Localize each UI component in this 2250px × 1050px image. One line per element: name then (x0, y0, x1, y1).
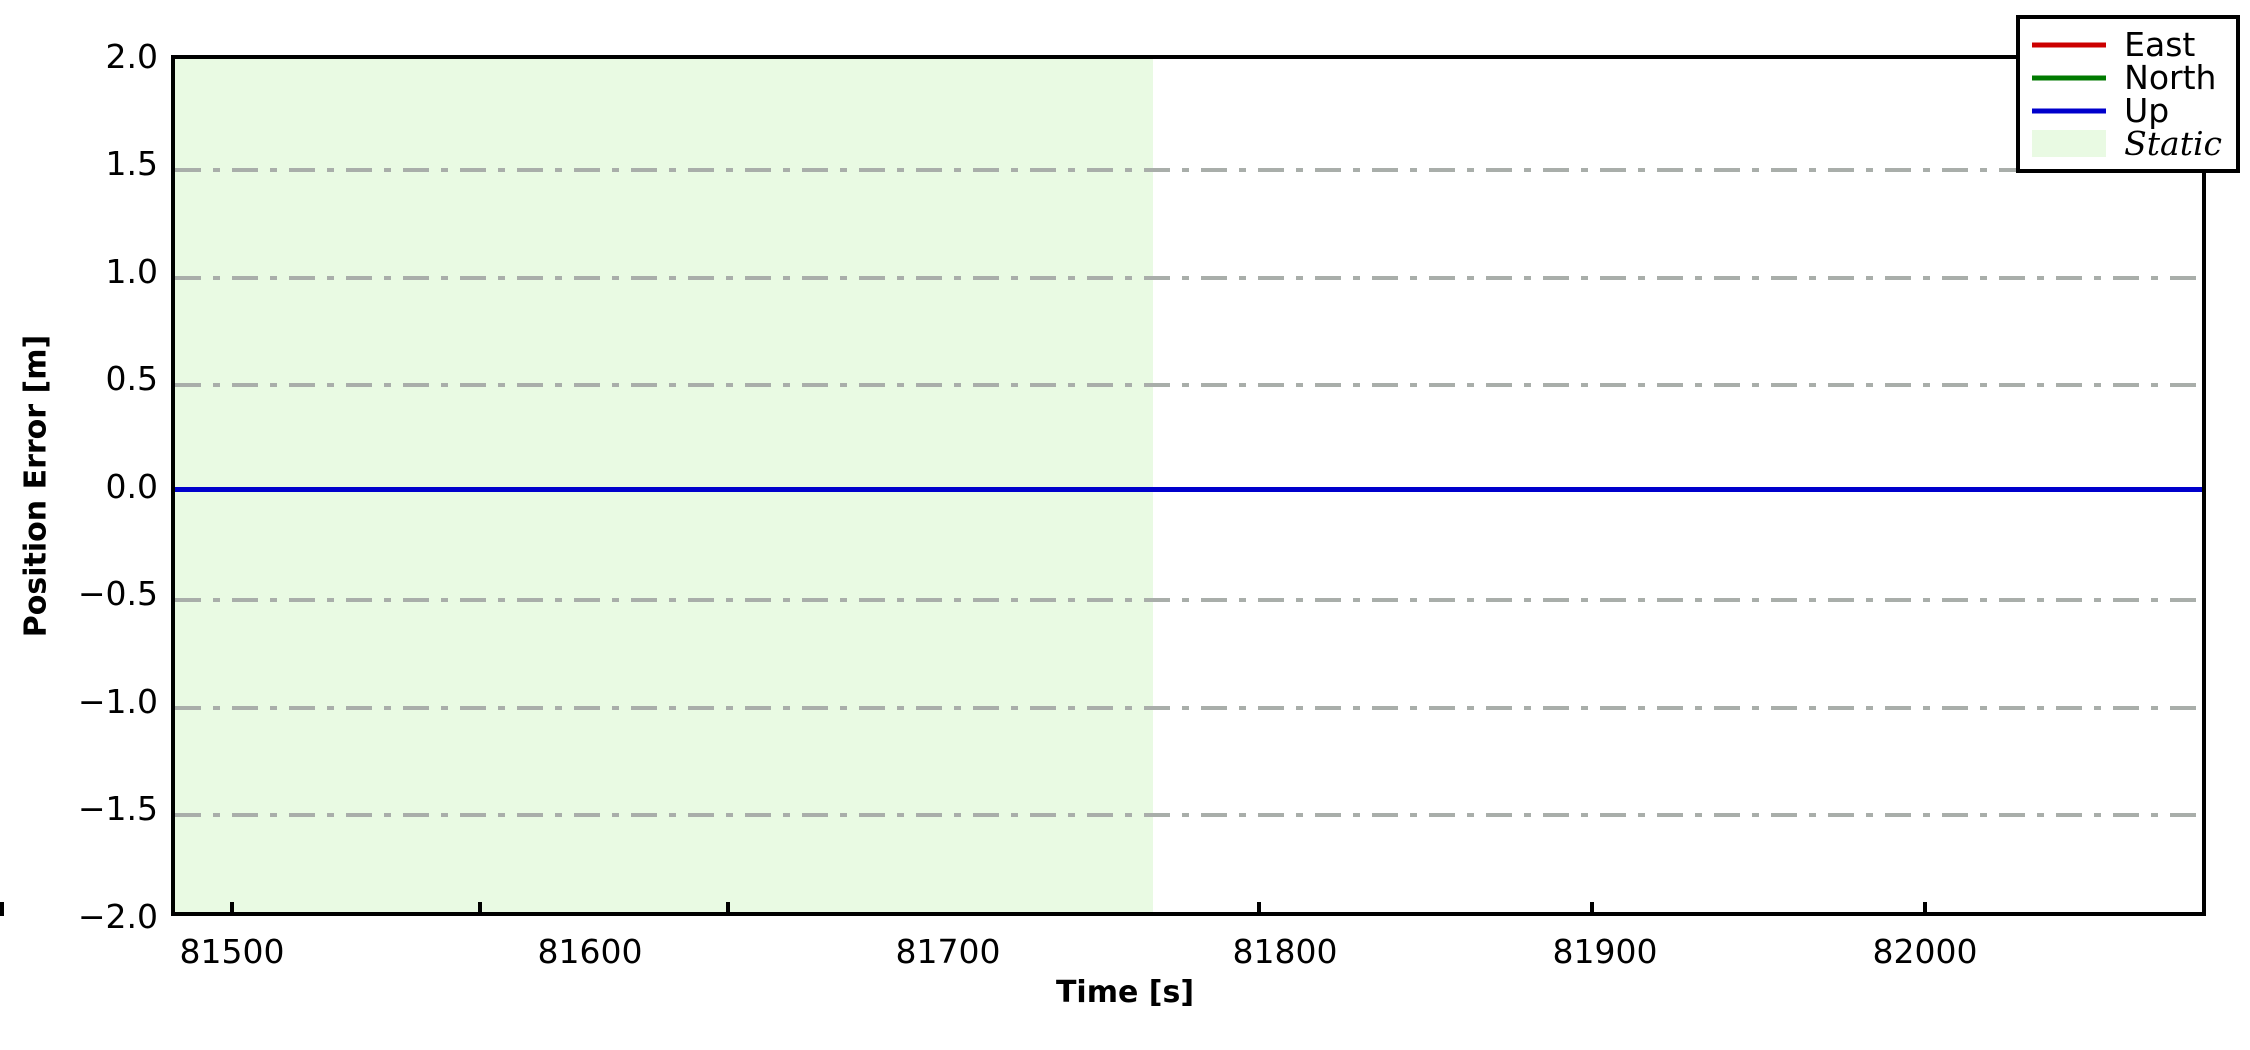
legend-row-static: Static (2032, 127, 2222, 160)
gridline-1_5 (175, 166, 2202, 172)
gridline-neg1_5 (175, 811, 2202, 817)
legend-label-north: North (2124, 58, 2217, 97)
y-axis-label: Position Error [m] (18, 334, 54, 637)
y-tick-label-1_5: 1.5 (105, 144, 158, 183)
plot-area (171, 55, 2206, 916)
legend[interactable]: East North Up Static (2016, 15, 2240, 173)
y-tick-label-0: 0.0 (105, 467, 158, 506)
x-tick-label-82000: 82000 (1872, 932, 1978, 971)
legend-line-swatch-up (2032, 94, 2107, 127)
x-tick-label-81900: 81900 (1552, 932, 1658, 971)
legend-patch-swatch-static (2032, 127, 2107, 160)
series-line-up (175, 487, 2202, 492)
gridline-neg0_5 (175, 596, 2202, 602)
y-tick-label-2: 2.0 (105, 37, 158, 76)
legend-row-north: North (2032, 61, 2222, 94)
x-tick-label-81600: 81600 (537, 932, 643, 971)
legend-row-east: East (2032, 28, 2222, 61)
x-tick-label-81800: 81800 (1232, 932, 1338, 971)
y-tick-label-1: 1.0 (105, 252, 158, 291)
gridline-0_5 (175, 381, 2202, 387)
x-axis-label: Time [s] (1055, 975, 1195, 1010)
legend-label-up: Up (2124, 91, 2170, 130)
legend-line-swatch-north (2032, 61, 2107, 94)
x-tick-mark-81700 (726, 902, 730, 916)
legend-label-static: Static (2124, 124, 2222, 163)
legend-label-east: East (2124, 25, 2196, 64)
x-tick-mark-82000 (1923, 902, 1927, 916)
y-tick-label-0_5: 0.5 (105, 359, 158, 398)
static-span-shading (175, 59, 1153, 912)
y-tick-label-neg2: −2.0 (77, 897, 158, 936)
y-tick-label-neg0_5: −0.5 (77, 574, 158, 613)
x-tick-mark-81600 (0, 902, 4, 916)
y-tick-label-neg1_5: −1.5 (77, 789, 158, 828)
legend-row-up: Up (2032, 94, 2222, 127)
legend-line-swatch-east (2032, 28, 2107, 61)
x-tick-label-81500: 81500 (179, 932, 285, 971)
x-tick-mark-81800 (1257, 902, 1261, 916)
x-tick-mark-81600b (478, 902, 482, 916)
x-tick-label-81700: 81700 (895, 932, 1001, 971)
x-tick-mark-81900 (1590, 902, 1594, 916)
x-tick-mark-81500 (230, 902, 234, 916)
y-axis-label-wrapper: Position Error [m] (14, 55, 58, 916)
gridline-neg1 (175, 704, 2202, 710)
y-tick-label-neg1: −1.0 (77, 682, 158, 721)
gridline-1 (175, 274, 2202, 280)
